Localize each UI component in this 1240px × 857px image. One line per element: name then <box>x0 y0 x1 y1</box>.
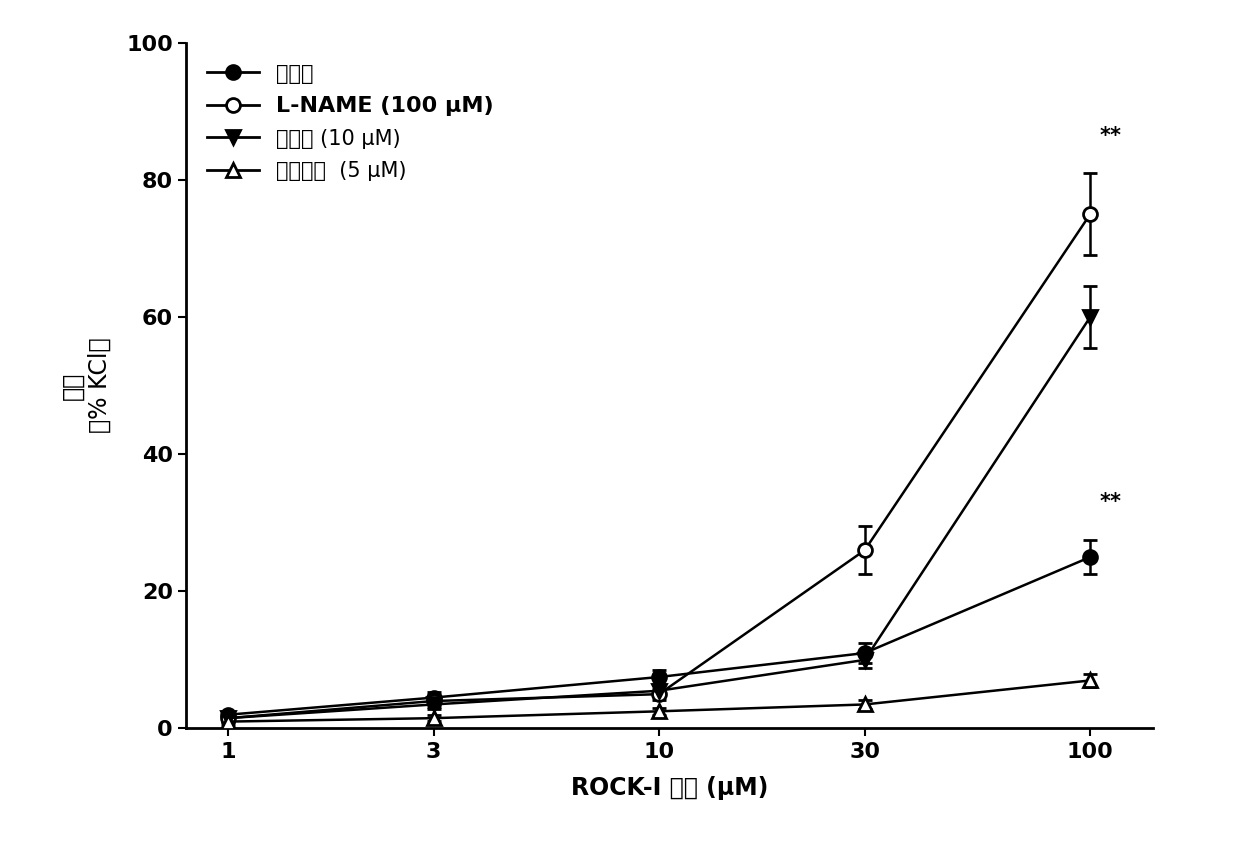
Text: **: ** <box>1100 126 1121 146</box>
Text: **: ** <box>1100 493 1121 512</box>
Y-axis label: 收缩
（% KCl）: 收缩 （% KCl） <box>61 338 112 434</box>
Legend: 对照组, L-NAME (100 μM), 亚甲蓝 (10 μM), 吲哚美辛  (5 μM): 对照组, L-NAME (100 μM), 亚甲蓝 (10 μM), 吲哚美辛 … <box>196 53 503 192</box>
X-axis label: ROCK-I 浓度 (μM): ROCK-I 浓度 (μM) <box>570 776 769 800</box>
